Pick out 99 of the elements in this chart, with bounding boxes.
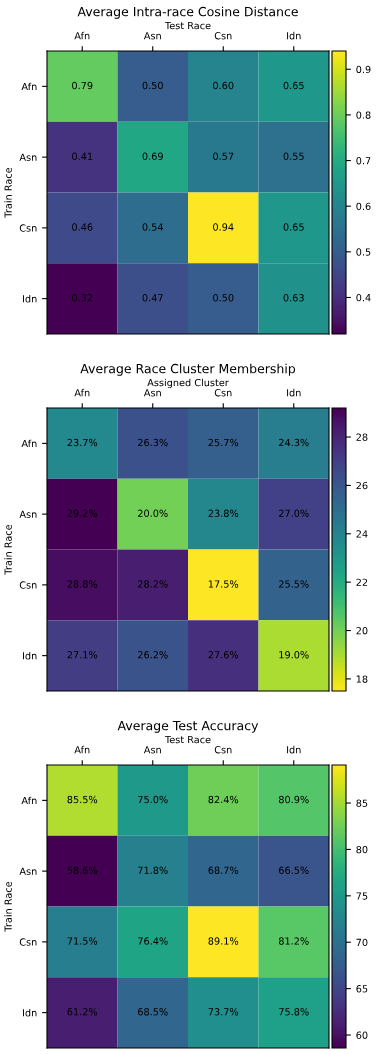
y-axis-title: Train Race — [4, 881, 12, 932]
data-label: 27.0% — [279, 509, 309, 517]
data-label: 25.7% — [208, 438, 239, 447]
data-label: 24.3% — [279, 438, 309, 447]
data-label: 68.7% — [208, 866, 239, 874]
data-label: 75.0% — [138, 795, 168, 804]
data-label: 71.5% — [67, 937, 98, 945]
x-tick-label: Asn — [143, 389, 161, 397]
data-label: 23.8% — [208, 509, 239, 517]
data-label: 29.2% — [67, 509, 98, 517]
data-label: 28.8% — [67, 580, 98, 588]
data-label: 58.6% — [67, 866, 98, 874]
color-bar-label: 75 — [356, 892, 368, 900]
color-bar-label: 0.7 — [356, 157, 371, 165]
color-bar-label: 65 — [356, 985, 368, 993]
chart-title: Average Intra-race Cosine Distance — [77, 6, 298, 19]
data-label: 0.60 — [213, 81, 234, 90]
data-label: 0.63 — [283, 294, 304, 302]
data-label: 0.69 — [142, 152, 163, 160]
x-tick-label: Csn — [214, 389, 232, 397]
x-axis-title: Test Race — [164, 22, 211, 30]
data-label: 25.5% — [279, 580, 309, 588]
color-bar-label: 20 — [356, 627, 368, 635]
data-label: 82.4% — [208, 795, 239, 804]
x-tick-label: Asn — [143, 32, 161, 40]
y-tick-label: Idn — [23, 1008, 37, 1017]
y-axis-title: Train Race — [4, 524, 12, 575]
data-label: 0.65 — [283, 81, 304, 90]
x-tick-label: Csn — [214, 32, 232, 40]
data-label: 28.2% — [138, 580, 168, 588]
color-bar-label: 0.5 — [356, 248, 371, 256]
x-tick-label: Idn — [287, 388, 301, 397]
y-tick-label: Csn — [19, 224, 37, 232]
color-bar-label: 70 — [356, 938, 368, 947]
data-label: 0.55 — [283, 152, 304, 160]
y-tick-label: Asn — [19, 153, 37, 161]
y-tick-label: Asn — [19, 510, 37, 518]
x-tick-label: Asn — [143, 746, 161, 754]
color-bar-label: 18 — [356, 675, 368, 683]
x-tick-label: Idn — [287, 745, 301, 754]
y-axis-title: Train Race — [4, 167, 12, 218]
data-label: 0.50 — [142, 81, 163, 90]
data-label: 73.7% — [208, 1008, 239, 1016]
x-tick-label: Afn — [74, 388, 90, 397]
x-axis-title: Test Race — [164, 736, 211, 744]
chart-title: Average Race Cluster Membership — [80, 363, 296, 376]
data-label: 71.8% — [138, 866, 168, 874]
data-label: 23.7% — [67, 438, 98, 447]
x-tick-label: Afn — [74, 31, 90, 40]
data-label: 0.50 — [213, 294, 234, 302]
y-tick-label: Afn — [21, 439, 37, 448]
data-label: 0.46 — [72, 223, 93, 231]
data-label: 0.79 — [72, 81, 93, 90]
data-label: 0.47 — [142, 294, 163, 302]
y-tick-label: Asn — [19, 867, 37, 875]
data-label: 76.4% — [138, 937, 168, 945]
x-tick-label: Csn — [214, 746, 232, 754]
data-label: 27.6% — [208, 651, 239, 659]
y-tick-label: Idn — [23, 294, 37, 303]
chart-title: Average Test Accuracy — [117, 721, 259, 733]
data-label: 0.57 — [213, 152, 234, 160]
data-label: 17.5% — [208, 580, 239, 588]
color-bar-label: 85 — [356, 799, 368, 807]
data-label: 0.41 — [72, 152, 93, 160]
data-label: 26.3% — [138, 438, 168, 447]
color-bar-label: 22 — [356, 578, 368, 586]
data-label: 27.1% — [67, 651, 98, 659]
color-bar-label: 26 — [356, 481, 368, 490]
color-bar-label: 0.9 — [356, 65, 371, 74]
y-tick-label: Csn — [19, 938, 37, 946]
data-label: 26.2% — [138, 651, 168, 659]
data-label: 0.65 — [283, 223, 304, 231]
x-tick-label: Afn — [74, 745, 90, 754]
color-bar-label: 80 — [356, 845, 368, 854]
color-bar-label: 24 — [356, 530, 368, 538]
y-tick-label: Idn — [23, 651, 37, 660]
color-bar-label: 0.8 — [356, 111, 371, 119]
data-label: 19.0% — [279, 651, 309, 659]
x-tick-label: Idn — [287, 31, 301, 40]
y-tick-label: Afn — [21, 82, 37, 91]
data-label: 80.9% — [278, 795, 309, 804]
data-label: 20.0% — [138, 509, 168, 517]
color-bar-label: 0.6 — [356, 202, 371, 211]
data-label: 89.1% — [208, 937, 239, 945]
data-label: 0.94 — [213, 223, 234, 231]
y-tick-label: Csn — [19, 581, 37, 589]
y-tick-label: Afn — [21, 796, 37, 805]
color-bar-label: 28 — [356, 433, 368, 441]
x-axis-title: Assigned Cluster — [147, 378, 229, 389]
color-bar-label: 0.4 — [356, 293, 371, 302]
data-label: 61.2% — [67, 1008, 98, 1016]
data-label: 68.5% — [137, 1008, 168, 1016]
data-label: 66.5% — [278, 866, 309, 874]
data-label: 85.5% — [67, 795, 98, 804]
data-label: 75.8% — [279, 1008, 309, 1016]
data-label: 81.2% — [278, 937, 309, 945]
color-bar-label: 60 — [356, 1031, 368, 1039]
data-label: 0.54 — [142, 223, 164, 231]
data-label: 0.32 — [72, 294, 93, 302]
